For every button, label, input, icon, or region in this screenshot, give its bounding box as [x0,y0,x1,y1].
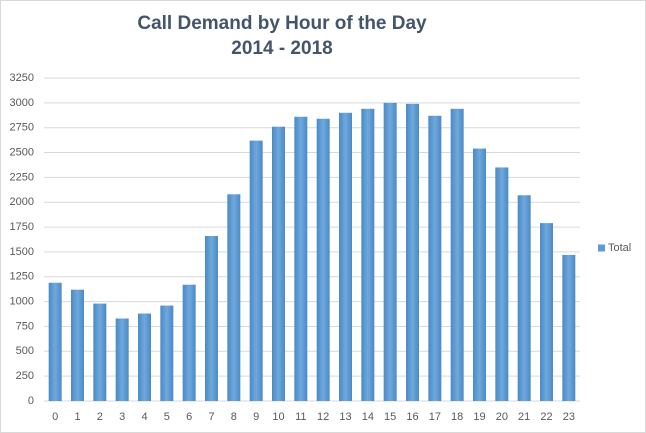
x-tick-label: 10 [272,411,284,423]
chart-subtitle: 2014 - 2018 [231,38,332,59]
x-tick-label: 13 [339,411,351,423]
x-tick-label: 4 [141,411,147,423]
bar [294,116,308,401]
y-tick-label: 2750 [10,122,34,134]
y-tick-label: 0 [28,395,34,407]
x-tick-label: 17 [429,411,441,423]
bar [48,282,62,401]
bar [71,289,84,401]
y-tick-label: 1750 [10,221,34,233]
bar [540,223,553,401]
bar [249,140,263,401]
bar [316,118,330,402]
bar [205,236,218,401]
y-tick-label: 3000 [10,97,34,109]
x-tick-label: 8 [231,411,237,423]
legend-swatch [598,244,605,252]
y-tick-label: 250 [16,370,34,382]
bar [227,194,241,401]
y-tick-label: 1500 [10,246,34,258]
bar [473,148,486,401]
x-tick-label: 3 [119,411,125,423]
bar [361,108,375,401]
y-tick-label: 750 [16,320,34,332]
x-tick-label: 1 [74,411,80,423]
y-tick-label: 500 [16,345,34,357]
x-tick-label: 19 [473,411,485,423]
y-tick-label: 3250 [10,72,34,84]
x-tick-label: 23 [563,411,575,423]
x-tick-label: 12 [317,411,329,423]
legend-label: Total [608,242,631,254]
bar [93,303,107,401]
y-tick-label: 2000 [10,196,34,208]
x-tick-label: 6 [186,411,192,423]
bar [406,103,419,401]
chart-title: Call Demand by Hour of the Day [137,13,427,34]
x-tick-label: 0 [52,411,58,423]
bar [182,284,196,401]
bar [495,167,509,401]
x-tick-label: 2 [97,411,103,423]
bar [138,313,151,401]
y-tick-label: 2250 [10,171,34,183]
x-tick-label: 21 [518,411,530,423]
x-tick-label: 20 [496,411,508,423]
bar [517,195,531,401]
x-tick-label: 9 [253,411,259,423]
x-tick-label: 14 [362,411,374,423]
x-tick-label: 22 [540,411,552,423]
bar [450,108,464,401]
x-tick-label: 11 [295,411,306,423]
x-tick-label: 18 [451,411,463,423]
y-tick-label: 1250 [10,271,34,283]
x-tick-label: 7 [208,411,214,423]
bar [160,305,174,401]
bar [428,115,442,402]
x-tick-label: 5 [164,411,170,423]
bar [383,102,397,401]
bar [115,318,129,401]
bar [272,126,285,402]
y-tick-label: 1000 [10,296,34,308]
bar [562,254,576,401]
y-tick-label: 2500 [10,146,34,158]
bar [339,112,352,402]
x-tick-label: 15 [384,411,396,423]
x-tick-label: 16 [406,411,418,423]
